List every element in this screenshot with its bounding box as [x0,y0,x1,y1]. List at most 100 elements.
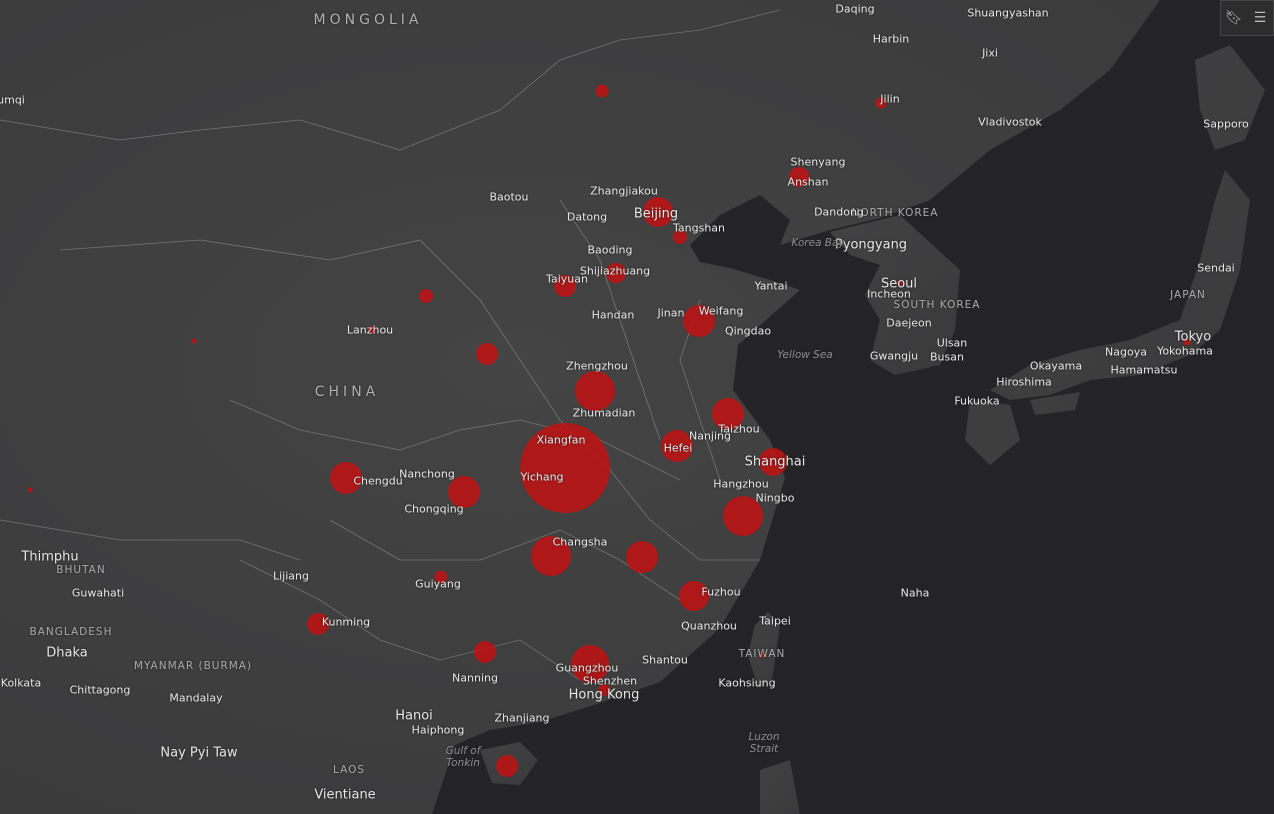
city-label: Taiyuan [546,272,588,286]
city-label: Nanchong [399,467,455,481]
city-label: Chittagong [69,683,131,697]
city-label: Handan [591,308,635,322]
water-label: Gulf of Tonkin [445,745,481,769]
case-marker[interactable] [683,305,715,337]
case-marker[interactable] [307,613,329,635]
city-label: Baotou [489,190,529,204]
case-marker[interactable] [712,398,744,430]
map-toolbar: 🔖︎ ☰ [1220,0,1274,36]
city-label: Mandalay [169,691,223,705]
case-marker[interactable] [643,197,673,227]
case-marker[interactable] [554,275,576,297]
city-label: Kolkata [0,676,42,690]
case-marker[interactable] [191,338,197,344]
case-marker[interactable] [1183,338,1191,346]
land-korea [830,215,960,375]
city-label: umqi [0,93,25,107]
case-marker[interactable] [723,496,763,536]
city-label: Nanjing [688,429,732,443]
case-marker[interactable] [368,326,376,334]
water-label: Yellow Sea [777,349,833,361]
case-marker[interactable] [575,371,615,411]
city-label: Shantou [642,653,688,667]
city-label: Hangzhou [713,477,769,491]
city-label: Shanghai [744,454,806,470]
city-label: Daejeon [886,316,932,330]
city-label: Daqing [835,2,875,16]
bookmark-icon[interactable]: 🔖︎ [1225,10,1243,26]
city-label: Taizhou [718,422,760,436]
city-label: Nagoya [1105,345,1147,359]
city-label: Qingdao [724,324,772,338]
case-marker[interactable] [595,84,609,98]
city-label: Ulsan [936,336,968,350]
water-label: Korea Bay [791,237,845,249]
city-label: Quanzhou [681,619,737,633]
case-marker[interactable] [531,536,571,576]
city-label: Datong [566,210,608,224]
city-label: Kaohsiung [718,676,776,690]
case-marker[interactable] [496,755,518,777]
land-luzon [760,760,800,814]
city-label: Seoul [880,276,918,292]
city-label: Xiangfan [536,433,586,447]
city-label: Zhangjiakou [590,184,658,198]
city-label: Baoding [587,243,633,257]
city-label: Chengdu [353,474,403,488]
case-marker[interactable] [789,167,809,187]
city-label: Lanzhou [346,323,394,337]
city-label: Vientiane [314,787,376,803]
case-marker[interactable] [626,541,658,573]
city-label: Naha [900,586,930,600]
case-marker[interactable] [448,476,480,508]
case-marker[interactable] [476,343,498,365]
legend-list-icon[interactable]: ☰ [1253,10,1267,26]
case-marker[interactable] [679,581,709,611]
case-marker[interactable] [571,645,609,683]
case-marker[interactable] [759,448,787,476]
country-label: BHUTAN [56,564,106,576]
city-label: Zhumadian [572,406,636,420]
country-label: MONGOLIA [313,12,423,28]
city-label: Hefei [663,441,693,455]
city-label: Weifang [698,304,744,318]
case-marker[interactable] [419,289,433,303]
city-label: Jilin [880,92,900,106]
case-marker[interactable] [330,462,362,494]
case-marker[interactable] [520,423,610,513]
city-label: Harbin [872,32,910,46]
case-marker[interactable] [27,487,33,493]
province-borders [0,9,781,681]
city-label: Incheon [867,287,911,301]
city-label: Sapporo [1203,117,1249,131]
case-marker[interactable] [673,230,687,244]
country-label: MYANMAR (BURMA) [133,660,253,672]
case-marker[interactable] [598,684,610,696]
city-label: Jinan [657,306,685,320]
city-label: Fukuoka [954,394,1000,408]
city-label: Tokyo [1174,329,1212,345]
city-label: Anshan [787,175,829,189]
city-label: Ningbo [755,491,795,505]
case-marker[interactable] [897,280,903,286]
water-label: Luzon Strait [748,731,780,755]
case-marker[interactable] [606,263,626,283]
city-label: Jixi [982,46,998,60]
city-label: Hiroshima [996,375,1052,389]
city-label: Shenyang [790,155,846,169]
case-marker[interactable] [875,97,887,109]
country-label: TAIWAN [738,648,786,660]
city-label: Busan [930,350,964,364]
city-label: Nanning [452,671,498,685]
case-marker[interactable] [474,641,496,663]
city-label: Kunming [321,615,371,629]
city-label: Okayama [1029,359,1083,373]
case-marker[interactable] [661,430,693,462]
city-label: Taipei [759,614,791,628]
city-label: Changsha [552,535,608,549]
city-label: Yantai [754,279,788,293]
city-label: Shijiazhuang [579,264,651,278]
land-japan [965,45,1265,465]
case-marker[interactable] [759,652,765,658]
case-marker[interactable] [434,570,448,584]
